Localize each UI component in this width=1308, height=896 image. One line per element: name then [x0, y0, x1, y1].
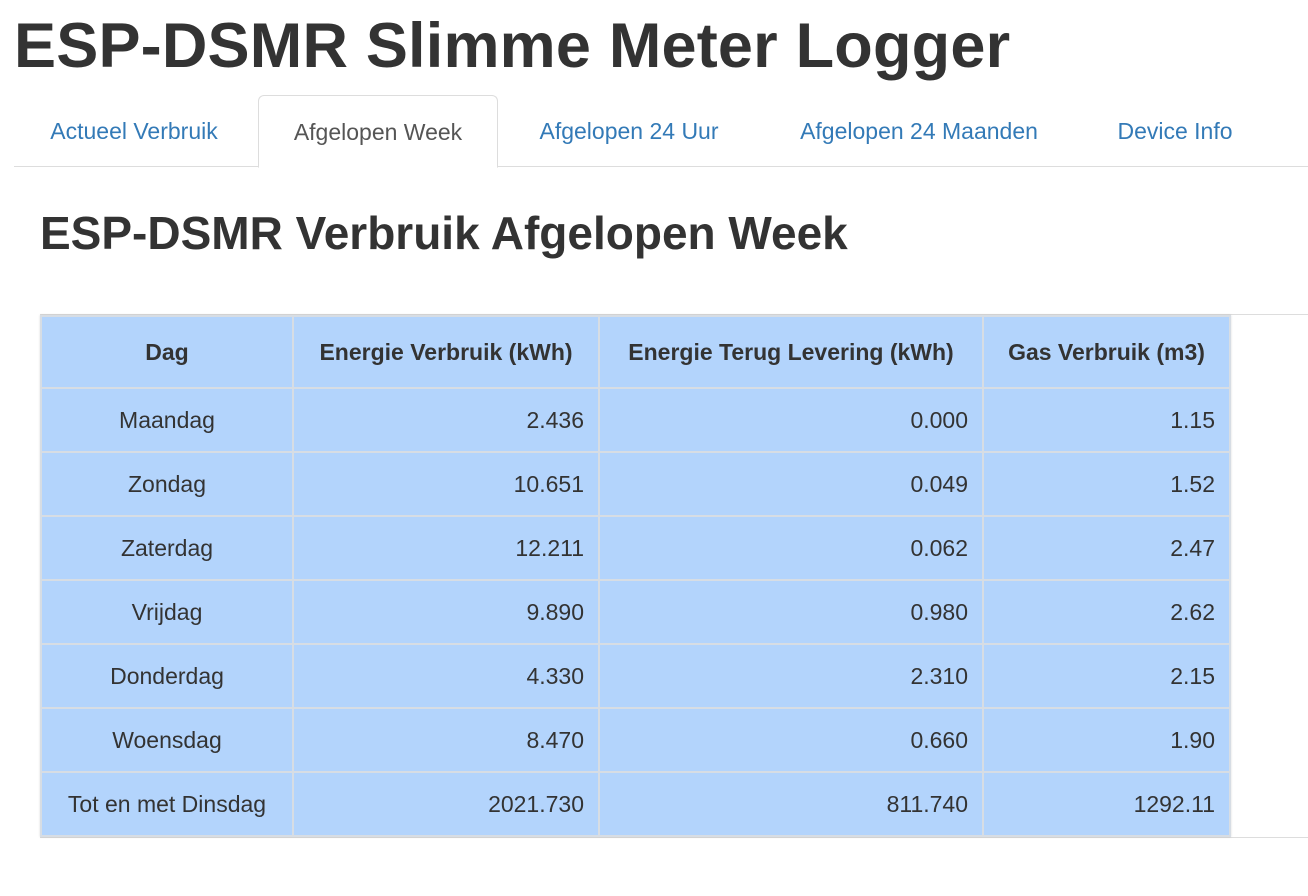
table-row: Maandag 2.436 0.000 1.15 — [40, 387, 1231, 453]
table-row-total: Tot en met Dinsdag 2021.730 811.740 1292… — [40, 771, 1231, 837]
cell-gas-verbruik: 1.90 — [982, 707, 1231, 773]
cell-energie-terug-levering: 0.000 — [598, 387, 984, 453]
cell-gas-verbruik: 2.47 — [982, 515, 1231, 581]
table-row: Vrijdag 9.890 0.980 2.62 — [40, 579, 1231, 645]
cell-energie-verbruik: 8.470 — [292, 707, 600, 773]
tab-device-info[interactable]: Device Info — [1117, 118, 1233, 144]
cell-gas-verbruik: 2.62 — [982, 579, 1231, 645]
week-usage-table: Dag Energie Verbruik (kWh) Energie Terug… — [40, 315, 1231, 837]
column-header-gas-verbruik: Gas Verbruik (m3) — [982, 315, 1231, 389]
cell-gas-verbruik: 2.15 — [982, 643, 1231, 709]
cell-day: Woensdag — [40, 707, 294, 773]
cell-energie-terug-levering: 0.980 — [598, 579, 984, 645]
cell-gas-verbruik: 1.15 — [982, 387, 1231, 453]
cell-day: Vrijdag — [40, 579, 294, 645]
cell-energie-terug-levering: 2.310 — [598, 643, 984, 709]
column-header-dag: Dag — [40, 315, 294, 389]
cell-energie-terug-levering: 0.660 — [598, 707, 984, 773]
table-container: Dag Energie Verbruik (kWh) Energie Terug… — [40, 314, 1308, 838]
cell-day: Zondag — [40, 451, 294, 517]
cell-energie-verbruik: 2021.730 — [292, 771, 600, 837]
cell-energie-terug-levering: 811.740 — [598, 771, 984, 837]
tab-bar: Actueel Verbruik Afgelopen Week Afgelope… — [14, 95, 1308, 168]
tab-afgelopen-24-uur[interactable]: Afgelopen 24 Uur — [539, 118, 719, 144]
page-title: ESP-DSMR Verbruik Afgelopen Week — [40, 207, 848, 259]
column-header-energie-verbruik: Energie Verbruik (kWh) — [292, 315, 600, 389]
tab-actueel-verbruik[interactable]: Actueel Verbruik — [50, 118, 218, 144]
cell-energie-terug-levering: 0.049 — [598, 451, 984, 517]
cell-energie-verbruik: 4.330 — [292, 643, 600, 709]
cell-energie-verbruik: 12.211 — [292, 515, 600, 581]
table-row: Donderdag 4.330 2.310 2.15 — [40, 643, 1231, 709]
cell-energie-verbruik: 2.436 — [292, 387, 600, 453]
app-title: ESP-DSMR Slimme Meter Logger — [14, 11, 1011, 81]
cell-day: Zaterdag — [40, 515, 294, 581]
column-header-energie-terug-levering: Energie Terug Levering (kWh) — [598, 315, 984, 389]
cell-gas-verbruik: 1292.11 — [982, 771, 1231, 837]
tab-afgelopen-week[interactable]: Afgelopen Week — [258, 95, 498, 168]
cell-gas-verbruik: 1.52 — [982, 451, 1231, 517]
table-row: Zondag 10.651 0.049 1.52 — [40, 451, 1231, 517]
cell-energie-verbruik: 9.890 — [292, 579, 600, 645]
cell-day: Maandag — [40, 387, 294, 453]
table-header-row: Dag Energie Verbruik (kWh) Energie Terug… — [40, 315, 1231, 389]
cell-energie-terug-levering: 0.062 — [598, 515, 984, 581]
cell-energie-verbruik: 10.651 — [292, 451, 600, 517]
table-row: Zaterdag 12.211 0.062 2.47 — [40, 515, 1231, 581]
table-row: Woensdag 8.470 0.660 1.90 — [40, 707, 1231, 773]
tab-afgelopen-24-maanden[interactable]: Afgelopen 24 Maanden — [800, 118, 1038, 144]
cell-day: Tot en met Dinsdag — [40, 771, 294, 837]
cell-day: Donderdag — [40, 643, 294, 709]
